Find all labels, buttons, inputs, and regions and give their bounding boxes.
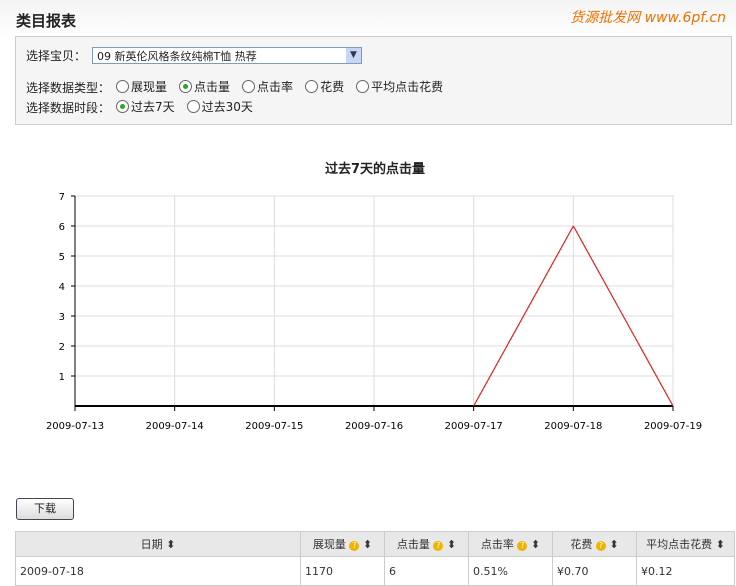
column-header[interactable]: 点击量 ? ⬍	[384, 531, 469, 557]
radio-types-2[interactable]: 点击率	[242, 78, 293, 95]
radio-types-0[interactable]: 展现量	[116, 78, 167, 95]
table-cell: 6	[384, 556, 469, 586]
y-tick-label: 2	[59, 342, 65, 353]
header-label: 花费	[570, 538, 593, 551]
sort-icon[interactable]: ⬍	[362, 538, 373, 551]
radio-label: 展现量	[131, 80, 168, 94]
radio-types-4[interactable]: 平均点击花费	[356, 78, 443, 95]
item-select-value: 09 新英伦风格条纹纯棉T恤 热荐	[97, 49, 257, 63]
table-cell: ¥0.12	[636, 556, 735, 586]
filter-panel: 选择宝贝： 09 新英伦风格条纹纯棉T恤 热荐 ▼ 选择数据类型： 展现量 点击量 点击…	[15, 36, 732, 125]
radio-circle-icon[interactable]	[305, 80, 319, 93]
radio-types-3[interactable]: 花费	[305, 78, 344, 95]
y-tick-label: 5	[59, 252, 65, 263]
header-label: 日期	[140, 538, 163, 551]
radio-circle-icon[interactable]	[242, 80, 256, 93]
column-header[interactable]: 日期 ⬍	[15, 531, 301, 557]
item-label: 选择宝贝：	[26, 49, 87, 63]
header: 类目报表	[0, 0, 736, 40]
download-button[interactable]: 下载	[16, 498, 74, 520]
x-tick-label: 2009-07-18	[544, 421, 602, 432]
series-line-segment	[572, 225, 674, 407]
header-label: 点击率	[480, 538, 514, 551]
x-tick-label: 2009-07-15	[245, 421, 303, 432]
radio-periods-0[interactable]: 过去7天	[116, 98, 175, 115]
x-tick-label: 2009-07-17	[445, 421, 503, 432]
y-tick-label: 7	[59, 192, 65, 203]
type-radio-group: 展现量 点击量 点击率 花费 平均点击花费	[116, 78, 455, 96]
period-radio-group: 过去7天 过去30天	[116, 98, 265, 116]
column-header[interactable]: 点击率 ? ⬍	[468, 531, 553, 557]
radio-circle-icon[interactable]	[186, 100, 200, 113]
x-tick-label: 2009-07-16	[345, 421, 403, 432]
help-icon[interactable]: ?	[349, 541, 360, 551]
radio-circle-icon[interactable]	[116, 80, 130, 93]
chart-title: 过去7天的点击量	[324, 162, 426, 177]
y-tick-label: 1	[59, 372, 65, 383]
help-icon[interactable]: ?	[595, 541, 606, 551]
period-label: 选择数据时段：	[26, 100, 111, 115]
sort-icon[interactable]: ⬍	[715, 538, 725, 551]
x-tick-label: 2009-07-19	[644, 421, 702, 432]
x-tick-label: 2009-07-14	[146, 421, 204, 432]
help-icon[interactable]: ?	[517, 541, 528, 551]
radio-label: 点击率	[257, 80, 294, 94]
table-cell: ¥0.70	[552, 556, 637, 586]
header-label: 展现量	[312, 538, 346, 551]
header-label: 点击量	[396, 538, 430, 551]
table-cell: 0.51%	[468, 556, 553, 586]
radio-types-1[interactable]: 点击量	[179, 78, 230, 95]
radio-label: 平均点击花费	[371, 80, 444, 94]
line-chart: 1 2 3 4 5 6 7 2009-07-13 2009-07-14 2009-07-15 200…	[46, 192, 702, 432]
watermark: 货源批发网 www.6pf.cn	[570, 10, 726, 26]
sort-icon[interactable]: ⬍	[609, 538, 619, 551]
radio-periods-1[interactable]: 过去30天	[186, 98, 253, 115]
radio-circle-icon[interactable]	[116, 100, 130, 113]
page-title: 类目报表	[16, 12, 77, 30]
series-line-segment	[473, 225, 574, 407]
radio-label: 花费	[320, 80, 345, 94]
y-tick-label: 4	[59, 282, 65, 293]
sort-icon[interactable]: ⬍	[530, 538, 541, 551]
radio-label: 过去7天	[131, 100, 175, 114]
y-tick-label: 3	[59, 312, 65, 323]
column-header[interactable]: 展现量 ? ⬍	[300, 531, 385, 557]
column-header[interactable]: 花费 ? ⬍	[552, 531, 637, 557]
type-label: 选择数据类型：	[26, 80, 111, 95]
radio-circle-icon[interactable]	[179, 80, 193, 93]
header-row: 日期 ⬍ 展现量 ? ⬍ 点击量 ? ⬍ 点击率 ? ⬍ 花费 ? ⬍ 平均点击花费 ⬍	[15, 531, 735, 557]
help-icon[interactable]: ?	[433, 541, 444, 551]
column-header[interactable]: 平均点击花费 ⬍	[636, 531, 735, 557]
table-cell: 1170	[300, 556, 385, 586]
sort-icon[interactable]: ⬍	[166, 538, 176, 551]
y-tick-label: 6	[59, 222, 65, 233]
sort-icon[interactable]: ⬍	[446, 538, 457, 551]
radio-circle-icon[interactable]	[356, 80, 370, 93]
table-cell: 2009-07-18	[15, 556, 301, 586]
x-tick-label: 2009-07-13	[46, 421, 104, 432]
data-table: 日期 ⬍ 展现量 ? ⬍ 点击量 ? ⬍ 点击率 ? ⬍ 花费 ? ⬍ 平均点击花费 ⬍ 2…	[15, 531, 735, 586]
table-row: 2009-07-18 1170 6 0.51% ¥0.70 ¥0.12	[15, 556, 735, 586]
item-select[interactable]: 09 新英伦风格条纹纯棉T恤 热荐 ▼	[92, 47, 363, 64]
chevron-down-icon[interactable]: ▼	[346, 48, 362, 63]
header-label: 平均点击花费	[646, 538, 713, 551]
radio-label: 点击量	[194, 80, 231, 94]
radio-label: 过去30天	[201, 100, 253, 114]
